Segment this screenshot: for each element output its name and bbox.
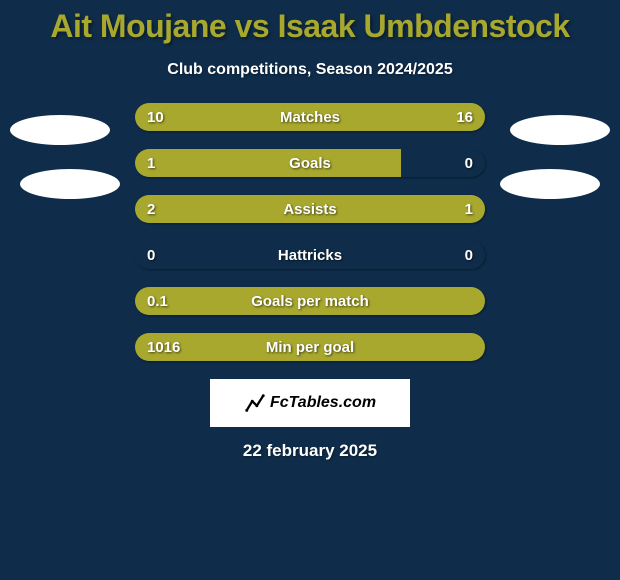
bars-container: Matches1016Goals10Assists21Hattricks00Go…	[135, 103, 485, 361]
bar-value-left: 1	[147, 149, 155, 177]
footer-date: 22 february 2025	[0, 441, 620, 461]
bar-value-left: 0.1	[147, 287, 168, 315]
chart-icon	[244, 392, 266, 414]
bar-row: Goals per match0.1	[135, 287, 485, 315]
bar-value-left: 0	[147, 241, 155, 269]
page-subtitle: Club competitions, Season 2024/2025	[0, 61, 620, 79]
flag-right-2	[500, 169, 600, 199]
bar-row: Assists2 1	[135, 195, 485, 223]
bar-row: Min per goal1016	[135, 333, 485, 361]
bar-row: Hattricks0 0	[135, 241, 485, 269]
bar-value-right: 0	[465, 149, 473, 177]
bar-label: Assists	[135, 195, 485, 223]
bar-value-left: 1016	[147, 333, 180, 361]
bar-value-right: 1	[465, 195, 473, 223]
bar-row: Goals1 0	[135, 149, 485, 177]
bar-label: Min per goal	[135, 333, 485, 361]
bar-label: Goals per match	[135, 287, 485, 315]
flag-left-1	[10, 115, 110, 145]
flag-left-2	[20, 169, 120, 199]
comparison-infographic: Ait Moujane vs Isaak Umbdenstock Club co…	[0, 0, 620, 580]
bar-label: Hattricks	[135, 241, 485, 269]
bar-value-left: 10	[147, 103, 164, 131]
bar-value-right: 16	[456, 103, 473, 131]
bar-value-left: 2	[147, 195, 155, 223]
bar-row: Matches10 16	[135, 103, 485, 131]
bar-label: Goals	[135, 149, 485, 177]
bar-label: Matches	[135, 103, 485, 131]
logo-box: FcTables.com	[210, 379, 410, 427]
bar-value-right: 0	[465, 241, 473, 269]
chart-area: Matches1016Goals10Assists21Hattricks00Go…	[0, 103, 620, 361]
logo-text: FcTables.com	[270, 394, 376, 412]
page-title: Ait Moujane vs Isaak Umbdenstock	[0, 0, 620, 45]
flag-right-1	[510, 115, 610, 145]
